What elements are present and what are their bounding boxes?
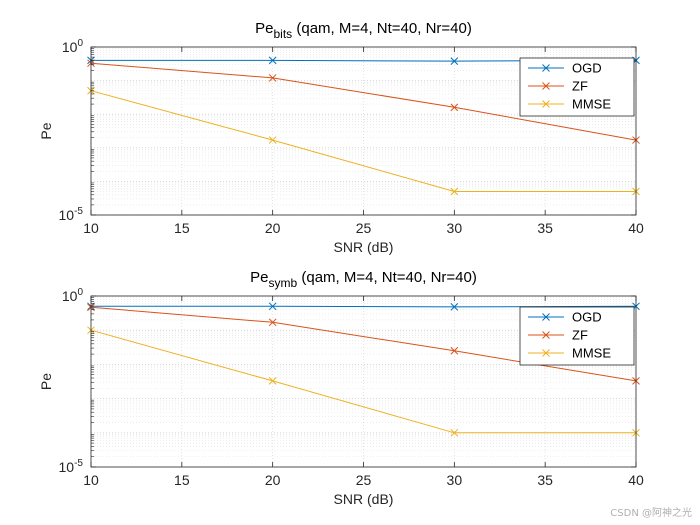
marker-stroke [450,428,459,437]
x-tick-label: 10 [83,220,99,236]
data-point-ogd [268,302,277,311]
legend-marker [542,100,550,108]
data-point-mmse [450,428,459,437]
data-point-zf [268,74,277,82]
y-axis-label: Pe [38,122,54,139]
series-line-zf [90,306,637,382]
x-tick-label: 40 [628,472,644,488]
legend: OGD ZF MMSE [519,306,635,366]
legend-marker [542,349,550,357]
marker-stroke [268,377,277,385]
data-point-zf [268,318,277,327]
marker-stroke [268,302,277,311]
data-point-mmse [268,377,277,385]
legend-label-mmse: MMSE [572,346,611,361]
x-tick-label: 20 [265,472,281,488]
y-tick-label: 100 [62,38,84,55]
x-tick-label: 35 [537,472,553,488]
marker-stroke [450,103,459,112]
series-line-zf [90,62,637,141]
legend-marker [542,64,550,72]
legend-label-zf: ZF [572,328,588,343]
data-point-mmse [450,187,459,196]
legend: OGD ZF MMSE [519,57,635,117]
marker-stroke [450,303,459,311]
marker-stroke [450,57,459,65]
marker-stroke [450,346,459,355]
x-tick-label: 35 [537,220,553,236]
x-tick-label: 40 [628,220,644,236]
data-point-zf [450,346,459,355]
marker-stroke [268,318,277,327]
legend-label-mmse: MMSE [572,97,611,112]
legend-label-ogd: OGD [572,310,602,325]
legend-marker [542,82,550,90]
watermark: CSDN @阿神之光 [610,508,692,519]
data-point-ogd [450,303,459,311]
chart-2: 10 15 20 25 30 35 40 100 10-5 SNR (dB) Pe Pesymb (q… [38,269,644,507]
x-axis-label: SNR (dB) [334,239,394,255]
x-tick-label: 20 [265,220,281,236]
legend-label-ogd: OGD [572,61,602,76]
series-line-mmse [90,329,636,434]
x-tick-label: 25 [356,220,372,236]
legend-marker [542,313,550,321]
data-point-ogd [268,56,277,65]
chart-title: Pesymb (qam, M=4, Nt=40, Nr=40) [250,269,477,290]
data-point-mmse [268,136,277,144]
chart-title: Pebits (qam, M=4, Nt=40, Nr=40) [255,20,472,41]
marker-stroke [268,56,277,65]
legend-label-zf: ZF [572,79,588,94]
series-line-ogd [91,305,637,308]
x-tick-label: 15 [174,472,190,488]
data-point-ogd [450,57,459,65]
legend-marker [542,331,550,339]
x-axis-label: SNR (dB) [334,491,394,507]
y-tick-label: 100 [62,287,84,304]
y-axis-label: Pe [38,373,54,390]
x-tick-label: 10 [83,472,99,488]
x-tick-label: 15 [174,220,190,236]
chart-1: 10 15 20 25 30 35 40 100 10-5 SNR (dB) Pe Pebits (q… [38,20,644,255]
data-point-zf [450,103,459,112]
marker-stroke [268,74,277,82]
x-tick-label: 25 [356,472,372,488]
y-tick-label: 10-5 [59,206,84,223]
y-tick-label: 10-5 [59,458,84,475]
marker-stroke [450,187,459,196]
x-tick-label: 30 [447,472,463,488]
x-tick-label: 30 [447,220,463,236]
marker-stroke [268,136,277,144]
series-line-mmse [90,90,636,192]
